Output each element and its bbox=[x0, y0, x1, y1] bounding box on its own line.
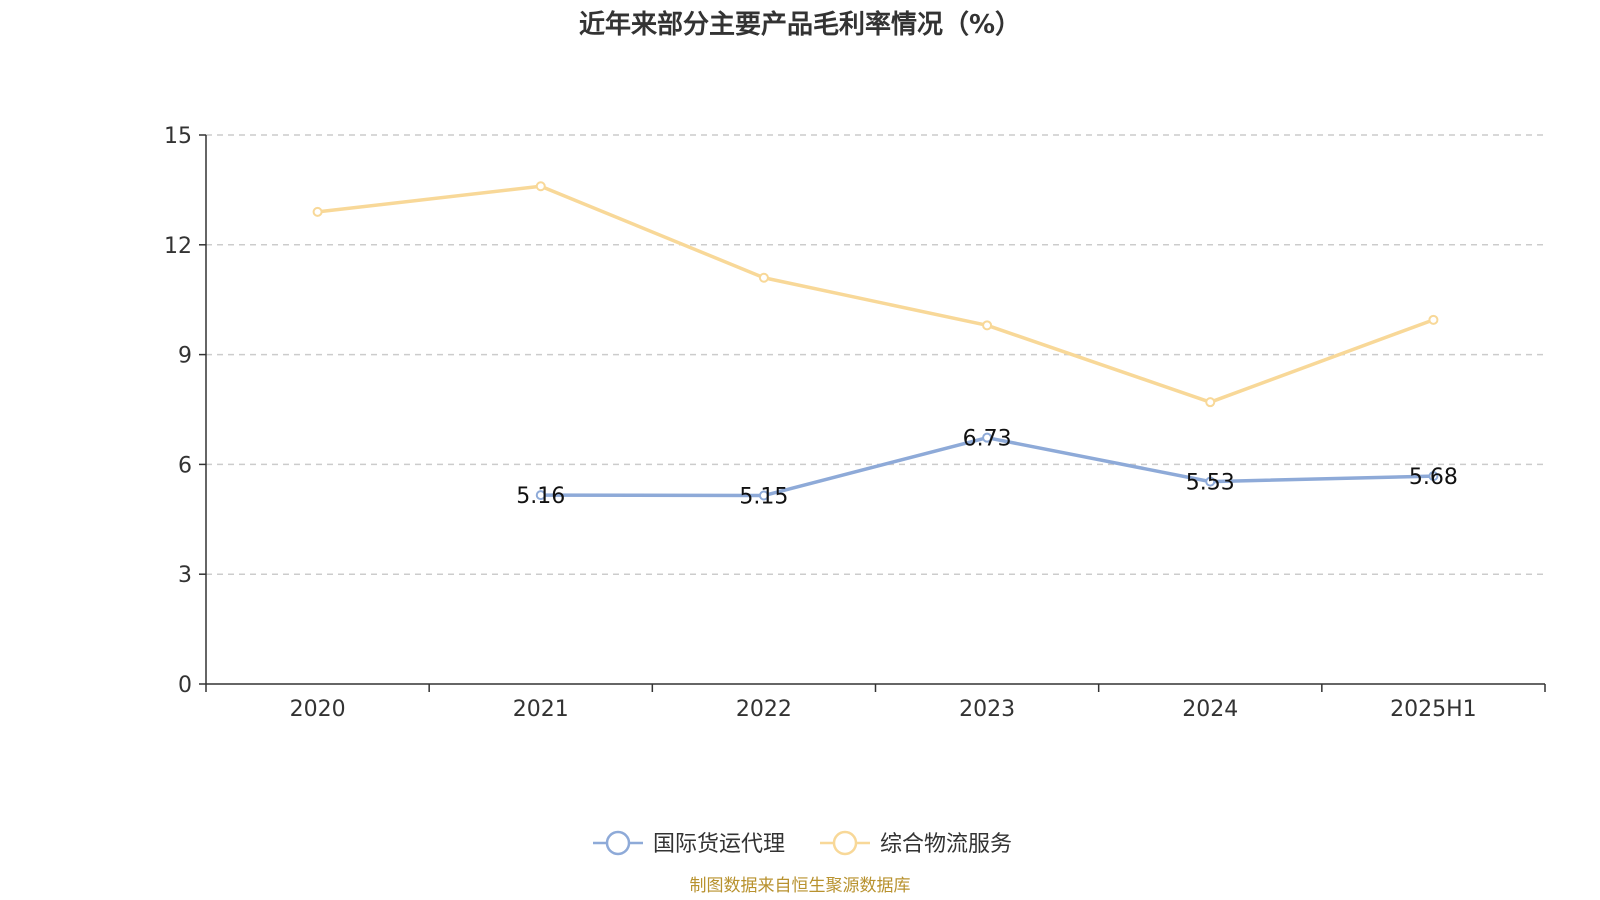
series-layer bbox=[312, 181, 1439, 501]
data-label: 5.16 bbox=[516, 484, 565, 509]
legend-label[interactable]: 国际货运代理 bbox=[653, 832, 785, 857]
source-note: 制图数据来自恒生聚源数据库 bbox=[690, 876, 911, 896]
data-point bbox=[982, 432, 993, 443]
data-label: 5.68 bbox=[1409, 465, 1458, 490]
x-tick-label: 2025H1 bbox=[1390, 697, 1477, 722]
x-tick-label: 2023 bbox=[959, 697, 1015, 722]
data-point bbox=[1205, 476, 1216, 487]
data-point bbox=[535, 490, 546, 501]
y-tick-label: 3 bbox=[178, 563, 192, 588]
y-tick-label: 9 bbox=[178, 344, 192, 369]
data-label: 6.73 bbox=[963, 427, 1012, 452]
x-tick-label: 2020 bbox=[290, 697, 346, 722]
data-point bbox=[1428, 314, 1439, 325]
data-label: 5.53 bbox=[1186, 471, 1235, 496]
data-point bbox=[1205, 397, 1216, 408]
series-line bbox=[317, 184, 1435, 404]
y-tick-label: 6 bbox=[178, 453, 192, 478]
data-label: 5.15 bbox=[739, 485, 788, 510]
x-tick-label: 2024 bbox=[1182, 697, 1238, 722]
y-tick-label: 0 bbox=[178, 673, 192, 698]
chart-title: 近年来部分主要产品毛利率情况（%） bbox=[579, 9, 1021, 40]
data-point bbox=[312, 206, 323, 217]
y-tick-label: 15 bbox=[164, 124, 192, 149]
legend[interactable]: 国际货运代理 综合物流服务 bbox=[593, 830, 1012, 857]
legend-swatch-marker[interactable] bbox=[605, 830, 631, 856]
x-tick-label: 2022 bbox=[736, 697, 792, 722]
data-point bbox=[982, 320, 993, 331]
y-tick-label: 12 bbox=[164, 234, 192, 259]
grid-lines bbox=[206, 134, 1545, 575]
legend-label[interactable]: 综合物流服务 bbox=[880, 832, 1012, 857]
legend-swatch-marker[interactable] bbox=[832, 830, 858, 856]
data-point bbox=[535, 181, 546, 192]
x-tick-label: 2021 bbox=[513, 697, 569, 722]
axes: 0 3 6 9 12 15 2020 2021 2022 2023 2024 2025H1 bbox=[164, 124, 1546, 722]
data-labels: 5.16 5.15 6.73 5.53 5.68 bbox=[516, 427, 1458, 510]
data-point bbox=[1428, 471, 1439, 482]
data-point bbox=[758, 272, 769, 283]
data-point bbox=[758, 490, 769, 501]
